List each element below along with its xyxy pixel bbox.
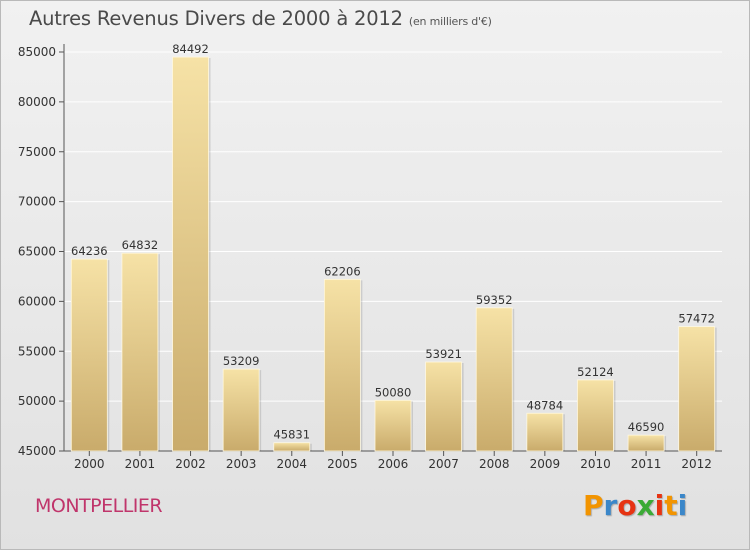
x-tick-label: 2005 [327,457,358,471]
bar [172,56,209,452]
x-tick-label: 2001 [125,457,156,471]
logo-letter: x [636,489,655,522]
y-tick-label: 65000 [18,245,56,259]
bar-value-label: 64236 [71,244,108,258]
x-tick-label: 2012 [681,457,712,471]
x-tick-label: 2002 [175,457,206,471]
bar-value-label: 50080 [375,385,412,399]
y-tick-label: 70000 [18,195,56,209]
bar [374,399,412,452]
y-tick-label: 60000 [18,294,56,308]
x-tick-label: 2004 [276,457,307,471]
bar-value-label: 64832 [122,238,159,252]
x-tick-label: 2007 [428,457,459,471]
bar-value-label: 53209 [223,354,260,368]
bar [121,252,159,452]
logo-letter: P [583,489,604,522]
bar [323,278,361,452]
x-tick-label: 2000 [74,457,105,471]
chart-title-text: Autres Revenus Divers de 2000 à 2012 [29,7,403,30]
proxiti-logo: Proxiti [583,489,687,522]
y-tick-label: 50000 [18,394,56,408]
bar-value-label: 57472 [678,312,715,326]
logo-letter: t [664,489,678,522]
x-tick-label: 2008 [479,457,510,471]
y-tick-label: 75000 [18,145,56,159]
bar-value-label: 45831 [273,428,310,442]
logo-letter: r [603,489,618,522]
x-tick-label: 2006 [378,457,409,471]
bar-value-label: 48784 [527,398,564,412]
bar-value-label: 84492 [172,42,209,56]
bar-value-label: 59352 [476,293,513,307]
bar-value-label: 46590 [628,420,665,434]
chart-title: Autres Revenus Divers de 2000 à 2012 (en … [29,7,492,30]
x-tick-label: 2009 [530,457,561,471]
bar-value-label: 52124 [577,365,614,379]
x-tick-label: 2011 [631,457,662,471]
chart-subtitle: (en milliers d'€) [408,15,492,28]
bar [70,258,108,452]
bar [475,307,513,452]
bar [678,326,716,452]
bar [222,368,260,452]
city-name: MONTPELLIER [35,495,163,517]
y-tick-label: 80000 [18,95,56,109]
bar [577,379,614,452]
y-tick-label: 45000 [18,444,56,458]
logo-letter: i [654,489,665,522]
bar-value-label: 53921 [425,347,462,361]
y-tick-label: 85000 [18,45,56,59]
bar [273,442,311,452]
logo-letter: o [617,489,637,522]
bar [526,412,564,452]
y-tick-label: 55000 [18,344,56,358]
bar [627,434,665,452]
bar [425,361,463,452]
logo-letter: i [677,489,688,522]
x-tick-label: 2010 [580,457,611,471]
bar-value-label: 62206 [324,264,361,278]
x-tick-label: 2003 [226,457,257,471]
